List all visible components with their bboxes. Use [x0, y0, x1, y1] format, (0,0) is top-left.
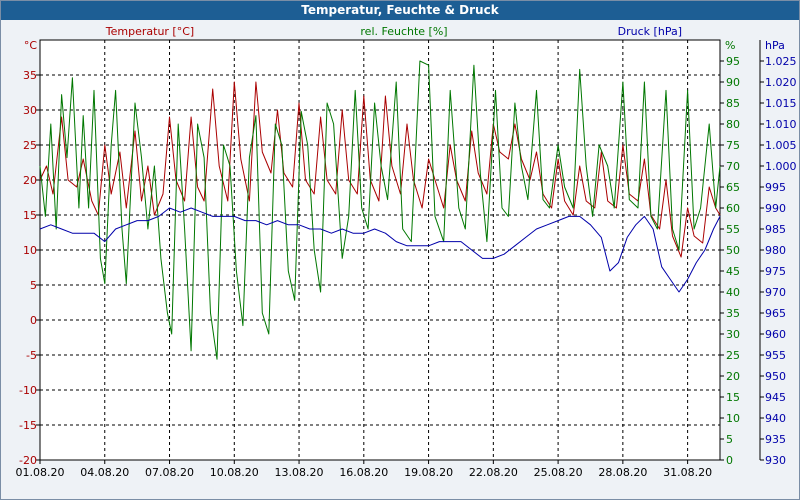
humidity-tick-label: 65 — [726, 181, 740, 194]
pressure-tick-label: 940 — [765, 412, 786, 425]
date-tick-label: 10.08.20 — [210, 466, 259, 479]
humidity-tick-label: 0 — [726, 454, 733, 467]
humidity-tick-label: 10 — [726, 412, 740, 425]
humidity-tick-label: 50 — [726, 244, 740, 257]
legend-temperature: Temperatur [°C] — [105, 25, 194, 38]
humidity-tick-label: 95 — [726, 55, 740, 68]
temperature-tick-label: 30 — [23, 104, 37, 117]
date-tick-label: 13.08.20 — [275, 466, 324, 479]
humidity-axis: 0 5 10 15 20 25 30 35 40 45 50 55 60 65 70 75 80 85 90 95 — [719, 40, 740, 467]
date-tick-label: 31.08.20 — [663, 466, 712, 479]
grid — [40, 40, 720, 460]
pressure-tick-label: 1.000 — [765, 160, 797, 173]
pressure-tick-label: 945 — [765, 391, 786, 404]
pressure-tick-label: 1.025 — [765, 55, 797, 68]
pressure-axis: 930 935 940 945 950 955 960 965 970 975 980 985 990 9… — [759, 40, 797, 467]
humidity-axis-unit: % — [725, 39, 735, 52]
date-tick-label: 16.08.20 — [339, 466, 388, 479]
series-group — [39, 60, 721, 360]
humidity-line — [39, 60, 721, 360]
humidity-tick-label: 60 — [726, 202, 740, 215]
humidity-tick-label: 40 — [726, 286, 740, 299]
pressure-tick-label: 935 — [765, 433, 786, 446]
temperature-axis: -20 -15 -10 -5 0 5 10 15 20 25 30 35 — [19, 69, 40, 467]
window-title: Temperatur, Feuchte & Druck — [1, 1, 799, 20]
temperature-axis-unit: °C — [24, 39, 38, 52]
humidity-tick-label: 30 — [726, 328, 740, 341]
humidity-tick-label: 55 — [726, 223, 740, 236]
pressure-tick-label: 1.010 — [765, 118, 797, 131]
pressure-tick-label: 1.005 — [765, 139, 797, 152]
temperature-tick-label: 0 — [30, 314, 37, 327]
humidity-tick-label: 90 — [726, 76, 740, 89]
temperature-tick-label: 10 — [23, 244, 37, 257]
pressure-tick-label: 955 — [765, 349, 786, 362]
pressure-axis-unit: hPa — [765, 39, 785, 52]
date-tick-label: 28.08.20 — [598, 466, 647, 479]
temperature-tick-label: -15 — [19, 419, 37, 432]
temperature-tick-label: 5 — [30, 279, 37, 292]
date-axis: 01.08.20 04.08.20 07.08.20 10.08.20 13.08.20… — [16, 460, 712, 479]
temperature-tick-label: 15 — [23, 209, 37, 222]
pressure-tick-label: 970 — [765, 286, 786, 299]
pressure-tick-label: 1.015 — [765, 97, 797, 110]
pressure-line — [39, 207, 721, 293]
temperature-tick-label: -20 — [19, 454, 37, 467]
humidity-tick-label: 80 — [726, 118, 740, 131]
humidity-tick-label: 25 — [726, 349, 740, 362]
date-tick-label: 01.08.20 — [16, 466, 65, 479]
temperature-tick-label: -10 — [19, 384, 37, 397]
pressure-tick-label: 1.020 — [765, 76, 797, 89]
temperature-tick-label: -5 — [26, 349, 37, 362]
pressure-tick-label: 980 — [765, 244, 786, 257]
temperature-tick-label: 20 — [23, 174, 37, 187]
pressure-tick-label: 990 — [765, 202, 786, 215]
legend-pressure: Druck [hPa] — [618, 25, 682, 38]
pressure-tick-label: 985 — [765, 223, 786, 236]
date-tick-label: 04.08.20 — [80, 466, 129, 479]
pressure-tick-label: 965 — [765, 307, 786, 320]
date-tick-label: 07.08.20 — [145, 466, 194, 479]
pressure-tick-label: 950 — [765, 370, 786, 383]
pressure-tick-label: 960 — [765, 328, 786, 341]
pressure-tick-label: 930 — [765, 454, 786, 467]
pressure-tick-label: 995 — [765, 181, 786, 194]
date-tick-label: 25.08.20 — [534, 466, 583, 479]
humidity-tick-label: 20 — [726, 370, 740, 383]
humidity-tick-label: 75 — [726, 139, 740, 152]
humidity-tick-label: 45 — [726, 265, 740, 278]
date-tick-label: 22.08.20 — [469, 466, 518, 479]
pressure-tick-label: 975 — [765, 265, 786, 278]
temperature-tick-label: 35 — [23, 69, 37, 82]
humidity-tick-label: 70 — [726, 160, 740, 173]
temperature-line — [39, 81, 721, 258]
humidity-tick-label: 15 — [726, 391, 740, 404]
humidity-tick-label: 85 — [726, 97, 740, 110]
legend-humidity: rel. Feuchte [%] — [360, 25, 447, 38]
humidity-tick-label: 35 — [726, 307, 740, 320]
humidity-tick-label: 5 — [726, 433, 733, 446]
date-tick-label: 19.08.20 — [404, 466, 453, 479]
temperature-tick-label: 25 — [23, 139, 37, 152]
